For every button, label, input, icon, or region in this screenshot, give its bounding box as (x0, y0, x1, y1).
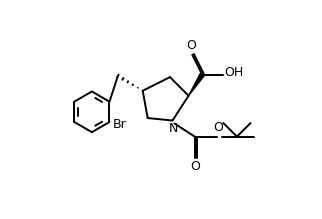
Text: O: O (190, 160, 200, 173)
Text: OH: OH (224, 66, 244, 79)
Text: O: O (186, 39, 196, 52)
Text: Br: Br (113, 118, 127, 131)
Polygon shape (189, 73, 204, 96)
Text: O: O (213, 121, 223, 134)
Text: N: N (168, 122, 178, 136)
